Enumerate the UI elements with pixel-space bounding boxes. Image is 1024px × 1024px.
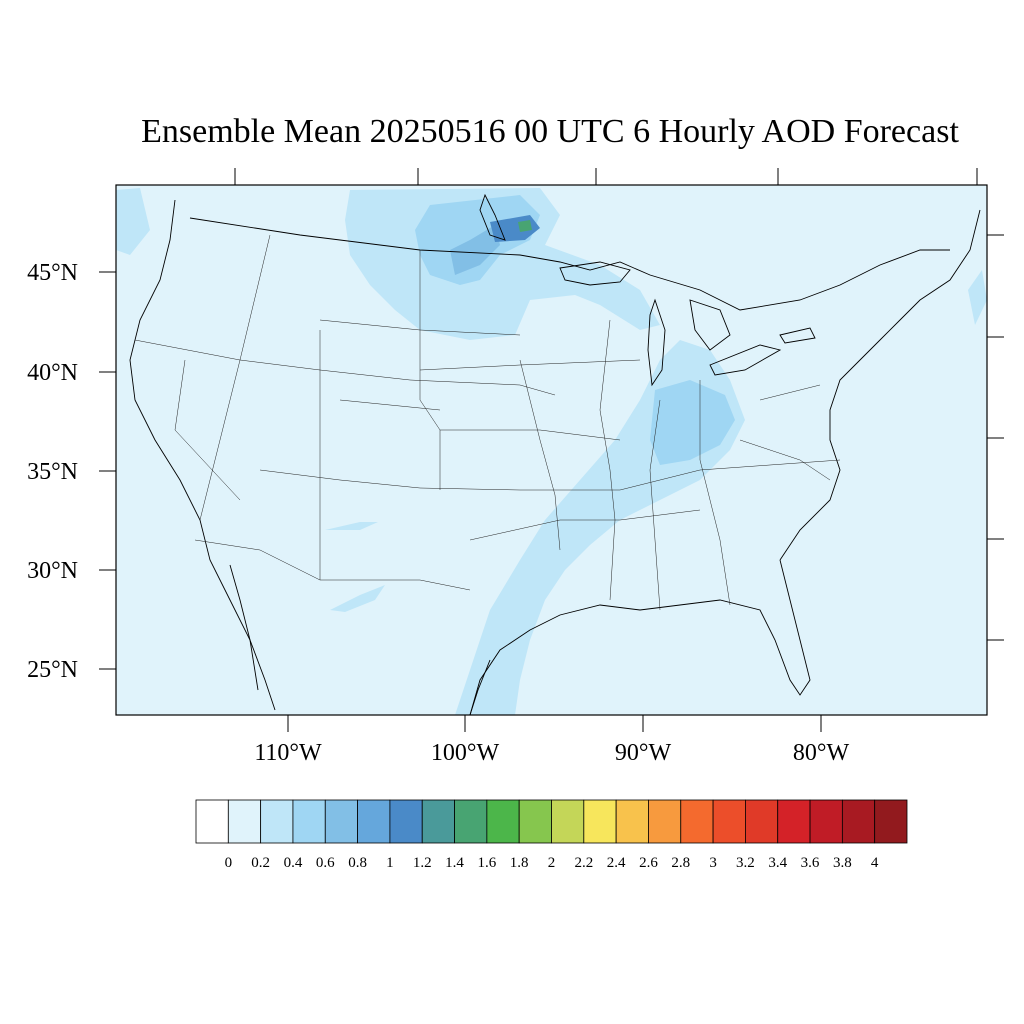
plume-northwest-edge bbox=[116, 188, 150, 255]
plume-canada-peak bbox=[518, 220, 532, 232]
colorbar-swatch bbox=[712, 799, 746, 844]
colorbar-tick-label: 3.6 bbox=[801, 855, 820, 871]
plume-atlantic-streak bbox=[968, 270, 987, 325]
colorbar-swatch bbox=[551, 799, 585, 844]
colorbar-tick-label: 2.2 bbox=[574, 855, 593, 871]
lon-label-100: 100°W bbox=[431, 740, 500, 766]
colorbar-tick-label: 4 bbox=[871, 855, 879, 871]
lon-label-90: 90°W bbox=[615, 740, 672, 766]
colorbar-labels: 0 0.2 0.4 0.6 0.8 1 1.2 1.4 1.6 1.8 2 2.2 2.4 2.6 2.8 3… bbox=[225, 855, 879, 871]
lake-superior bbox=[559, 261, 631, 286]
east-coast bbox=[779, 209, 981, 561]
colorbar-tick-label: 0.4 bbox=[284, 855, 303, 871]
colorbar-tick-label: 0.6 bbox=[316, 855, 335, 871]
top-ticks bbox=[234, 168, 978, 185]
colorbar-swatch bbox=[357, 799, 391, 844]
colorbar-swatch bbox=[195, 799, 229, 844]
right-ticks bbox=[987, 234, 1004, 641]
lake-ontario bbox=[779, 327, 816, 344]
plume-ohio-core bbox=[650, 380, 735, 465]
colorbar-swatch bbox=[615, 799, 649, 844]
colorbar-swatch bbox=[324, 799, 358, 844]
colorbar-swatch bbox=[809, 799, 843, 844]
map-frame bbox=[115, 184, 988, 716]
colorbar-swatch bbox=[777, 799, 811, 844]
colorbar bbox=[195, 799, 908, 844]
west-coast bbox=[129, 199, 276, 711]
bottom-ticks bbox=[287, 715, 822, 732]
colorbar-tick-label: 0.8 bbox=[348, 855, 367, 871]
colorbar-tick-label: 2.8 bbox=[671, 855, 690, 871]
colorbar-tick-label: 3.2 bbox=[736, 855, 755, 871]
mexico-coast bbox=[469, 659, 491, 716]
map-boundaries bbox=[129, 193, 981, 716]
lake-erie bbox=[709, 344, 782, 376]
colorbar-swatch bbox=[389, 799, 423, 844]
colorbar-tick-label: 1.2 bbox=[413, 855, 432, 871]
colorbar-swatch bbox=[454, 799, 488, 844]
colorbar-swatch bbox=[874, 799, 908, 844]
colorbar-swatch bbox=[292, 799, 326, 844]
left-ticks bbox=[99, 271, 116, 670]
lon-label-110: 110°W bbox=[254, 740, 322, 766]
colorbar-swatch bbox=[648, 799, 682, 844]
colorbar-tick-label: 1.8 bbox=[510, 855, 529, 871]
colorbar-swatch bbox=[227, 799, 262, 844]
canada-us-border bbox=[189, 217, 950, 311]
lake-winnipeg bbox=[479, 193, 506, 241]
colorbar-tick-label: 3.8 bbox=[833, 855, 852, 871]
colorbar-swatch bbox=[680, 799, 714, 844]
colorbar-swatch bbox=[421, 799, 455, 844]
lake-michigan bbox=[647, 298, 666, 387]
colorbar-swatch bbox=[518, 799, 552, 844]
lat-label-45: 45°N bbox=[27, 260, 78, 286]
plume-southwest-streak bbox=[330, 585, 385, 612]
plume-nm-streak bbox=[325, 522, 378, 530]
figure-title: Ensemble Mean 20250516 00 UTC 6 Hourly A… bbox=[141, 113, 959, 150]
lat-label-30: 30°N bbox=[27, 558, 78, 584]
lon-label-80: 80°W bbox=[793, 740, 850, 766]
colorbar-swatch bbox=[260, 799, 294, 844]
colorbar-tick-label: 1 bbox=[386, 855, 394, 871]
plume-canada-core bbox=[450, 225, 500, 275]
lat-label-40: 40°N bbox=[27, 360, 78, 386]
map-panel: 45°N 40°N 35°N 30°N 25°N 110°W 100°W 90°… bbox=[27, 168, 1004, 766]
colorbar-swatch bbox=[583, 799, 617, 844]
colorbar-swatch bbox=[486, 799, 520, 844]
gulf-coast bbox=[469, 559, 811, 716]
colorbar-swatch bbox=[745, 799, 779, 844]
colorbar-tick-label: 0 bbox=[225, 855, 233, 871]
colorbar-tick-label: 0.2 bbox=[251, 855, 270, 871]
colorbar-tick-label: 2.6 bbox=[639, 855, 658, 871]
aod-plumes bbox=[116, 188, 987, 715]
colorbar-swatch bbox=[841, 799, 876, 844]
colorbar-tick-label: 3 bbox=[709, 855, 717, 871]
colorbar-tick-label: 3.4 bbox=[768, 855, 787, 871]
state-lines bbox=[134, 234, 841, 611]
lake-huron bbox=[689, 299, 731, 351]
lat-label-35: 35°N bbox=[27, 459, 78, 485]
colorbar-tick-label: 1.4 bbox=[445, 855, 464, 871]
colorbar-tick-label: 2 bbox=[548, 855, 556, 871]
lat-label-25: 25°N bbox=[27, 657, 78, 683]
baja-coast bbox=[229, 564, 259, 691]
colorbar-tick-label: 1.6 bbox=[477, 855, 496, 871]
colorbar-tick-label: 2.4 bbox=[607, 855, 626, 871]
